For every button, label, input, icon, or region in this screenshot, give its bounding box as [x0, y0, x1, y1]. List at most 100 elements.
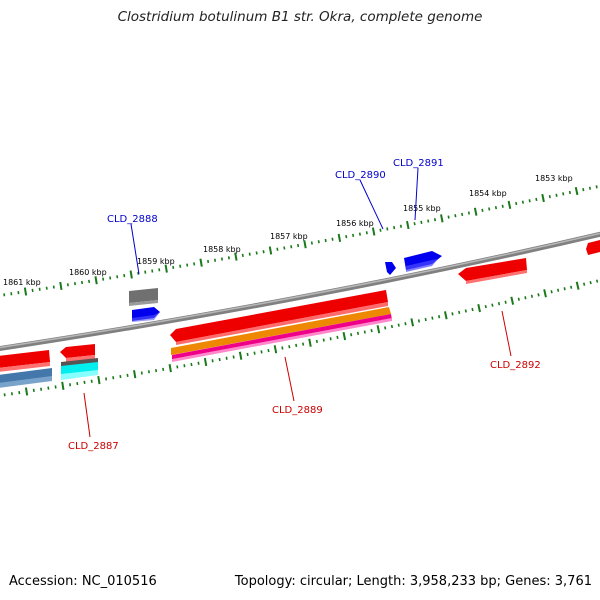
ruler-major-tick [268, 246, 273, 255]
ruler-minor-tick [288, 345, 291, 349]
ruler-minor-tick [172, 265, 175, 270]
ruler-major-tick [440, 214, 444, 223]
ruler-minor-tick [504, 300, 507, 304]
genome-backbone-highlight [0, 232, 600, 349]
ruler-minor-tick [528, 199, 531, 203]
ruler-minor-tick [281, 346, 284, 350]
ruler-major-tick [507, 200, 512, 210]
leader-line [284, 356, 295, 402]
ruler-minor-tick [417, 319, 421, 323]
ruler-major-tick [477, 303, 481, 313]
ruler-minor-tick [537, 293, 540, 297]
ruler-major-tick [575, 281, 580, 290]
ruler-minor-tick [317, 240, 320, 244]
ruler-minor-tick [218, 357, 221, 362]
ruler-minor-tick [550, 290, 553, 294]
ruler-minor-tick [331, 237, 334, 241]
ruler-major-tick [97, 375, 101, 385]
ruler-minor-tick [484, 304, 487, 309]
gene-feature-cld-2892[interactable] [458, 258, 527, 284]
ruler-minor-tick [310, 241, 313, 245]
ruler-minor-tick [521, 200, 524, 204]
gene-label-cld-2888[interactable]: CLD_2888 [107, 214, 158, 225]
gene-feature-cld-2889[interactable] [170, 290, 392, 362]
ruler-major-tick [342, 331, 347, 341]
gene-feature-cld-2887[interactable] [60, 344, 95, 362]
ruler-major-tick [543, 289, 547, 298]
ruler-minor-tick [370, 329, 373, 333]
ruler-minor-tick [555, 193, 558, 197]
ruler-major-tick [94, 276, 98, 285]
ruler-minor-tick [356, 331, 360, 335]
ruler-minor-tick [283, 246, 286, 250]
ruler-minor-tick [352, 233, 355, 237]
topology-summary: Topology: circular; Length: 3,958,233 bp… [234, 574, 592, 589]
ruler-major-tick [133, 370, 137, 379]
ruler-label: 1853 kbp [535, 174, 573, 183]
leader-line [83, 392, 91, 438]
ruler-minor-tick [583, 282, 586, 286]
ruler-label: 1855 kbp [403, 204, 441, 213]
gene-label-cld-2890[interactable]: CLD_2890 [335, 170, 386, 181]
ruler-minor-tick [220, 257, 224, 261]
gene-label-cld-2889[interactable]: CLD_2889 [272, 405, 323, 416]
ruler-minor-tick [302, 342, 305, 346]
ruler-major-tick [234, 252, 238, 261]
ruler-label: 1858 kbp [203, 245, 241, 254]
gene-label-cld-2887[interactable]: CLD_2887 [68, 441, 119, 452]
ruler-minor-tick [588, 186, 592, 190]
ruler-minor-tick [458, 310, 461, 315]
ruler-minor-tick [433, 218, 437, 222]
map-title: Clostridium botulinum B1 str. Okra, comp… [117, 9, 483, 25]
ruler-minor-tick [322, 338, 325, 342]
ruler-minor-tick [290, 245, 293, 249]
ruler-label: 1859 kbp [137, 257, 175, 266]
ruler-major-tick [129, 270, 133, 279]
ruler-minor-tick [431, 316, 434, 320]
ruler-minor-tick [471, 307, 474, 312]
ruler-major-tick [303, 240, 307, 249]
ruler-minor-tick [438, 315, 441, 319]
ruler-minor-tick [399, 224, 403, 228]
ruler-minor-tick [213, 258, 217, 262]
gene-label-cld-2891[interactable]: CLD_2891 [393, 158, 444, 169]
ruler-minor-tick [232, 355, 235, 359]
ruler-minor-tick [345, 235, 348, 239]
ruler-minor-tick [404, 322, 407, 326]
ruler-minor-tick [568, 190, 572, 195]
ruler-minor-tick [424, 317, 427, 322]
gene-feature-gray[interactable] [129, 288, 158, 306]
gene-feature-cyan[interactable] [61, 358, 98, 380]
ruler-minor-tick [524, 296, 527, 300]
gene-feature-right-edge[interactable] [586, 240, 600, 255]
gene-feature-cld-2888[interactable] [132, 307, 160, 322]
ruler-minor-tick [211, 359, 214, 363]
ruler-major-tick [164, 264, 168, 273]
ruler-label: 1854 kbp [469, 189, 507, 198]
ruler-minor-tick [225, 356, 228, 360]
gene-feature-cld-2891[interactable] [404, 251, 442, 272]
ruler-minor-tick [262, 250, 265, 254]
gene-label-cld-2892[interactable]: CLD_2892 [490, 360, 541, 371]
ruler-minor-tick [413, 222, 416, 226]
ruler-major-tick [59, 281, 63, 291]
gene-feature-cld-2890[interactable] [385, 262, 396, 275]
gene-feature-left-red[interactable] [0, 350, 50, 372]
ruler-minor-tick [297, 243, 300, 248]
ruler-minor-tick [197, 361, 200, 365]
ruler-major-tick [541, 193, 545, 203]
accession-text: Accession: NC_010516 [9, 574, 157, 589]
ruler-minor-tick [548, 195, 551, 199]
leader-line [501, 310, 512, 357]
ruler-minor-tick [255, 251, 258, 255]
leader-line [359, 179, 384, 230]
ruler-minor-tick [530, 294, 534, 298]
ruler-minor-tick [350, 333, 353, 337]
ruler-minor-tick [397, 323, 400, 327]
gene-feature-steel[interactable] [0, 368, 52, 388]
ruler-minor-tick [241, 253, 244, 258]
ruler-minor-tick [582, 188, 585, 192]
ruler-minor-tick [155, 368, 158, 373]
